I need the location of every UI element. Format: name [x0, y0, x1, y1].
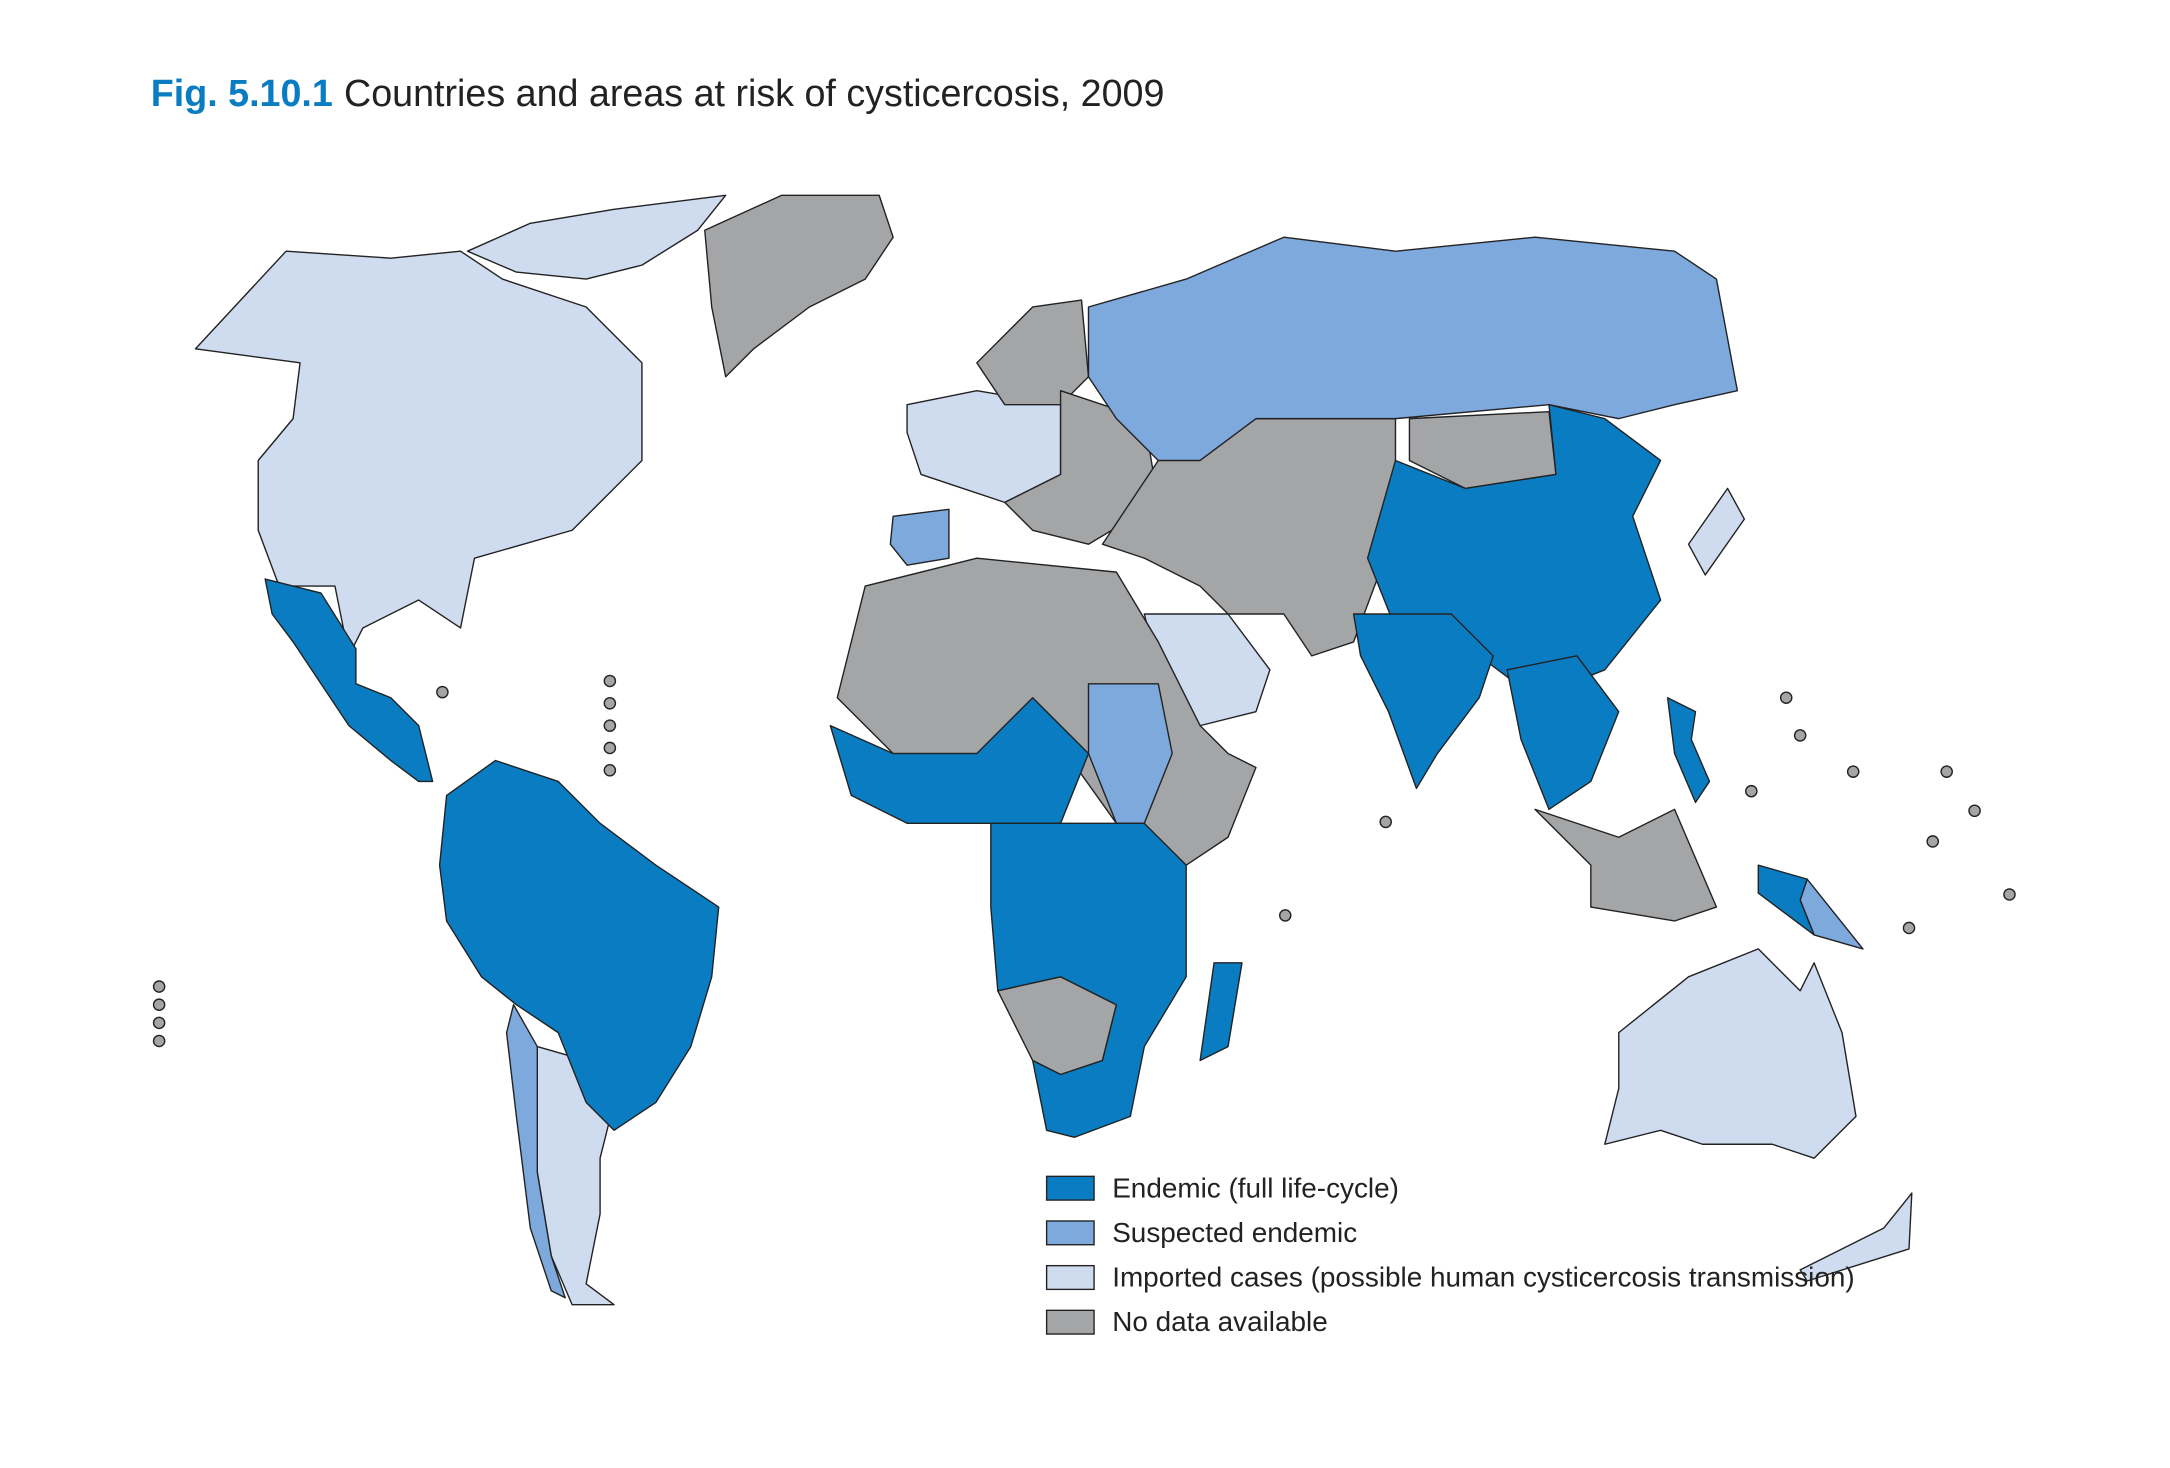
legend-label: Imported cases (possible human cysticerc… [1112, 1262, 1854, 1293]
island [2003, 888, 2016, 901]
legend-swatch [1045, 1220, 1095, 1246]
island [603, 674, 617, 688]
legend-swatch [1045, 1309, 1095, 1335]
island [1940, 765, 1953, 778]
island [603, 764, 617, 777]
island [1793, 729, 1807, 742]
australia [1604, 948, 1857, 1159]
island [603, 741, 617, 755]
new-guinea-west [1757, 864, 1815, 936]
island [152, 1016, 166, 1030]
island [603, 719, 617, 732]
scandinavia [976, 299, 1090, 406]
legend: Endemic (full life-cycle) Suspected endem… [1045, 1172, 1855, 1337]
legend-label: Suspected endemic [1112, 1217, 1357, 1248]
island [1278, 909, 1292, 922]
russia [1087, 236, 1739, 462]
central-southern-africa [990, 822, 1187, 1138]
title-text: Countries and areas at risk of cysticerc… [344, 72, 1164, 114]
legend-label: No data available [1112, 1306, 1328, 1337]
island [603, 697, 617, 710]
madagascar [1199, 962, 1243, 1062]
island [1379, 815, 1392, 829]
island [1779, 691, 1793, 704]
figure-title: Fig. 5.10.1 Countries and areas at risk o… [151, 72, 1165, 114]
island [1846, 765, 1860, 778]
japan [1687, 487, 1746, 576]
mexico-central-america [264, 578, 434, 783]
island [152, 1034, 166, 1048]
island [152, 980, 166, 993]
legend-swatch [1045, 1264, 1095, 1291]
north-america [194, 250, 643, 657]
new-zealand [1799, 1192, 1913, 1282]
legend-label: Endemic (full life-cycle) [1112, 1172, 1399, 1203]
island [1745, 784, 1758, 798]
west-africa [829, 697, 1090, 825]
india [1352, 613, 1494, 790]
spain [889, 508, 950, 566]
canada-arctic [466, 194, 727, 280]
island [436, 685, 449, 699]
south-america [438, 759, 720, 1132]
island [152, 998, 166, 1011]
chile [505, 1004, 566, 1299]
island [1926, 835, 1940, 848]
png-east [1799, 878, 1864, 950]
island [1968, 804, 1981, 818]
indonesia [1534, 808, 1718, 922]
greenland [704, 194, 894, 378]
philippines [1666, 697, 1711, 804]
legend-swatch [1045, 1175, 1095, 1201]
figure-number: Fig. 5.10.1 [151, 72, 333, 114]
island [1902, 921, 1916, 935]
southeast-asia [1506, 655, 1620, 811]
world-map [152, 194, 2016, 1306]
